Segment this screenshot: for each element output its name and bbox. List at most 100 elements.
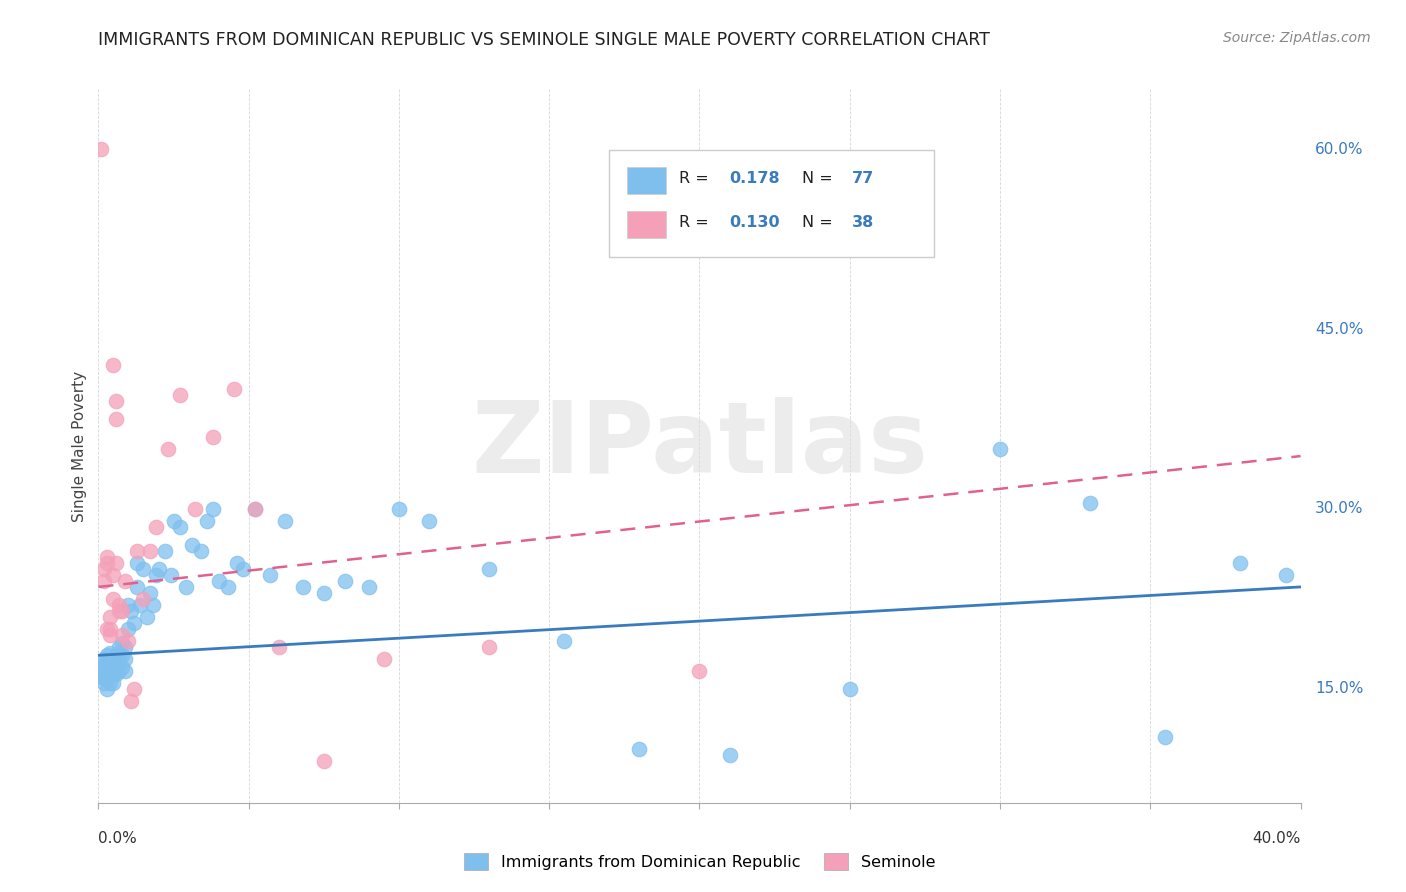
Text: 0.0%: 0.0% <box>98 831 138 847</box>
Point <box>117 622 139 636</box>
Point <box>105 412 128 426</box>
Point <box>145 568 167 582</box>
Point <box>105 394 128 409</box>
Point <box>100 622 122 636</box>
Text: ZIPatlas: ZIPatlas <box>471 398 928 494</box>
Point <box>162 514 184 528</box>
Text: 0.178: 0.178 <box>730 171 780 186</box>
Text: 45.0%: 45.0% <box>1315 321 1364 336</box>
Point <box>90 142 112 156</box>
Point <box>222 382 245 396</box>
Point <box>688 664 710 678</box>
Point <box>93 562 115 576</box>
Point <box>138 586 160 600</box>
Point <box>114 652 136 666</box>
Point <box>105 556 128 570</box>
Point <box>93 670 115 684</box>
Point <box>127 544 149 558</box>
Point <box>93 574 115 588</box>
Point <box>100 667 122 681</box>
FancyBboxPatch shape <box>627 211 666 238</box>
Point <box>100 646 122 660</box>
Point <box>103 676 125 690</box>
Point <box>103 667 125 681</box>
Point <box>127 580 149 594</box>
Text: 60.0%: 60.0% <box>1315 142 1364 157</box>
Point <box>96 681 118 696</box>
Point <box>96 622 118 636</box>
Point <box>105 648 128 663</box>
Point <box>103 568 125 582</box>
Y-axis label: Single Male Poverty: Single Male Poverty <box>72 370 87 522</box>
Point <box>93 660 115 674</box>
Point <box>132 562 155 576</box>
Point <box>156 442 179 456</box>
Point <box>96 556 118 570</box>
Point <box>124 615 146 630</box>
Point <box>103 652 125 666</box>
Point <box>201 430 224 444</box>
Point <box>333 574 356 588</box>
FancyBboxPatch shape <box>627 167 666 194</box>
Point <box>100 610 122 624</box>
Text: 15.0%: 15.0% <box>1315 681 1364 697</box>
Point <box>100 656 122 670</box>
Point <box>1229 556 1251 570</box>
Point <box>478 562 501 576</box>
Point <box>124 681 146 696</box>
Point <box>100 676 122 690</box>
Legend: Immigrants from Dominican Republic, Seminole: Immigrants from Dominican Republic, Semi… <box>457 847 942 877</box>
Point <box>217 580 239 594</box>
Point <box>183 502 205 516</box>
Text: Source: ZipAtlas.com: Source: ZipAtlas.com <box>1223 31 1371 45</box>
Text: R =: R = <box>679 171 714 186</box>
Point <box>96 656 118 670</box>
Point <box>628 741 651 756</box>
Point <box>138 544 160 558</box>
Point <box>132 591 155 606</box>
Point <box>159 568 181 582</box>
Point <box>208 574 231 588</box>
Point <box>114 640 136 654</box>
Point <box>312 586 335 600</box>
Point <box>103 660 125 674</box>
Text: 30.0%: 30.0% <box>1315 501 1364 516</box>
Point <box>174 580 197 594</box>
Point <box>100 628 122 642</box>
Point <box>96 664 118 678</box>
Point <box>105 657 128 672</box>
Point <box>108 598 131 612</box>
Point <box>111 628 134 642</box>
Point <box>180 538 202 552</box>
Point <box>108 652 131 666</box>
Point <box>1154 730 1177 744</box>
Point <box>190 544 212 558</box>
Point <box>145 520 167 534</box>
Text: 0.130: 0.130 <box>730 215 780 230</box>
Point <box>117 598 139 612</box>
Point <box>90 657 112 672</box>
Point <box>121 604 143 618</box>
Point <box>148 562 170 576</box>
Point <box>169 388 191 402</box>
Text: R =: R = <box>679 215 714 230</box>
Point <box>111 648 134 663</box>
Point <box>373 652 395 666</box>
Point <box>312 754 335 768</box>
Point <box>243 502 266 516</box>
Point <box>121 694 143 708</box>
Point <box>274 514 297 528</box>
Point <box>838 681 860 696</box>
Point <box>478 640 501 654</box>
Point <box>201 502 224 516</box>
Point <box>96 549 118 564</box>
Point <box>141 598 163 612</box>
Point <box>418 514 440 528</box>
Point <box>153 544 176 558</box>
Point <box>169 520 191 534</box>
Point <box>1078 496 1101 510</box>
Point <box>103 358 125 372</box>
Point <box>225 556 247 570</box>
Point <box>291 580 314 594</box>
Text: IMMIGRANTS FROM DOMINICAN REPUBLIC VS SEMINOLE SINGLE MALE POVERTY CORRELATION C: IMMIGRANTS FROM DOMINICAN REPUBLIC VS SE… <box>98 31 990 49</box>
